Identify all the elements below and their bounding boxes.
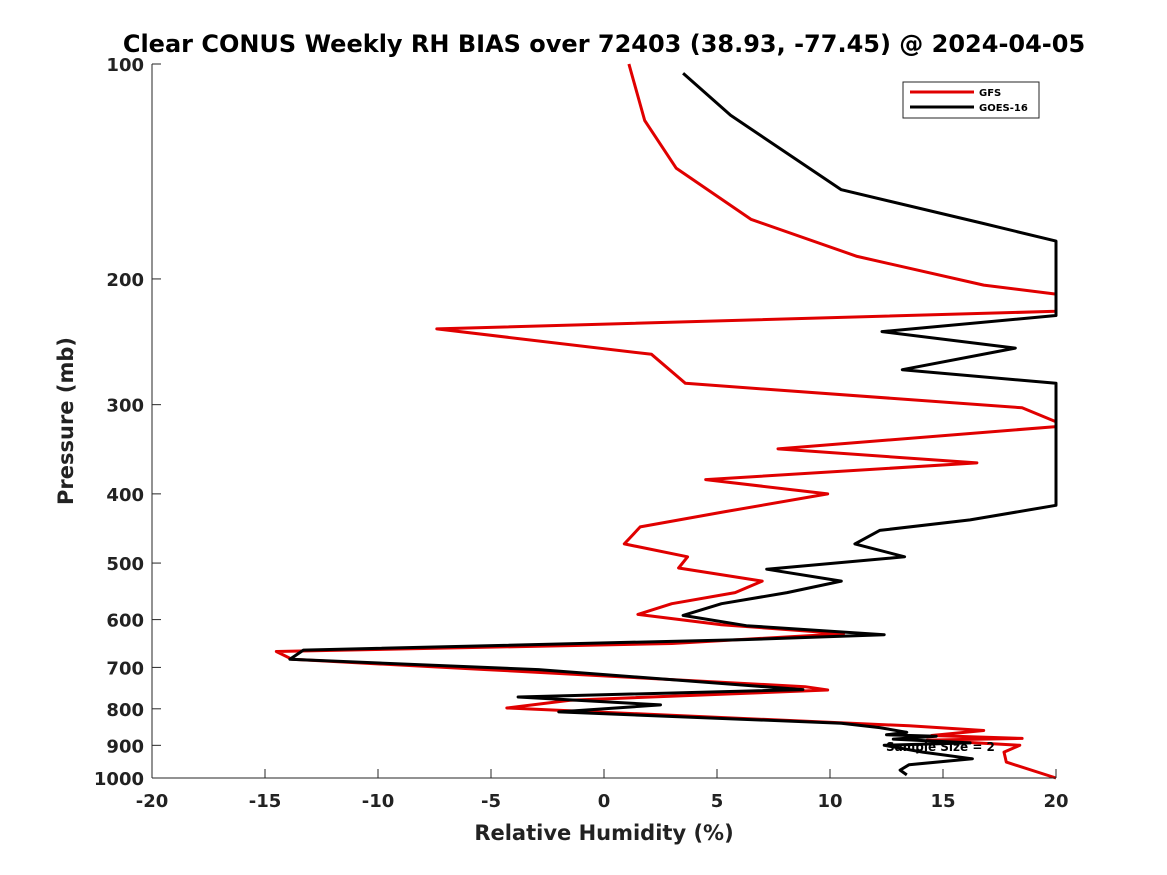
x-tick-label: -15 bbox=[249, 791, 282, 812]
x-axis-label: Relative Humidity (%) bbox=[474, 821, 733, 845]
y-tick-label: 600 bbox=[106, 611, 144, 632]
y-tick-label: 900 bbox=[106, 736, 144, 757]
x-tick-label: -20 bbox=[136, 791, 169, 812]
y-tick-label: 100 bbox=[106, 55, 144, 76]
x-tick-label: -5 bbox=[481, 791, 501, 812]
x-tick-label: 10 bbox=[817, 791, 842, 812]
legend-label-goes16: GOES-16 bbox=[979, 103, 1028, 114]
y-axis-label: Pressure (mb) bbox=[54, 337, 78, 505]
y-tick-label: 300 bbox=[106, 396, 144, 417]
y-tick-label: 400 bbox=[106, 485, 144, 506]
y-tick-label: 500 bbox=[106, 554, 144, 575]
x-tick-label: 5 bbox=[711, 791, 724, 812]
y-tick-label: 800 bbox=[106, 700, 144, 721]
x-tick-label: -10 bbox=[362, 791, 395, 812]
legend: GFS GOES-16 bbox=[902, 81, 1040, 119]
chart-title: Clear CONUS Weekly RH BIAS over 72403 (3… bbox=[123, 30, 1085, 58]
x-tick-label: 15 bbox=[930, 791, 955, 812]
series-line-gfs bbox=[274, 63, 1058, 780]
y-ticks: 100 200 300 400 500 600 700 800 900 1000 bbox=[94, 55, 161, 790]
x-tick-label: 20 bbox=[1043, 791, 1068, 812]
y-tick-label: 1000 bbox=[94, 769, 144, 790]
plot-area bbox=[152, 64, 1056, 778]
x-ticks: -20 -15 -10 -5 0 5 10 15 20 bbox=[136, 769, 1069, 812]
series-line-goes16 bbox=[288, 72, 1058, 777]
x-tick-label: 0 bbox=[598, 791, 611, 812]
y-tick-label: 700 bbox=[106, 658, 144, 679]
legend-box bbox=[902, 81, 1040, 119]
legend-label-gfs: GFS bbox=[979, 88, 1001, 99]
axes bbox=[151, 64, 1056, 779]
y-tick-label: 200 bbox=[106, 270, 144, 291]
sample-size-annotation: Sample Size = 2 bbox=[886, 740, 995, 754]
series-layer bbox=[274, 63, 1058, 780]
